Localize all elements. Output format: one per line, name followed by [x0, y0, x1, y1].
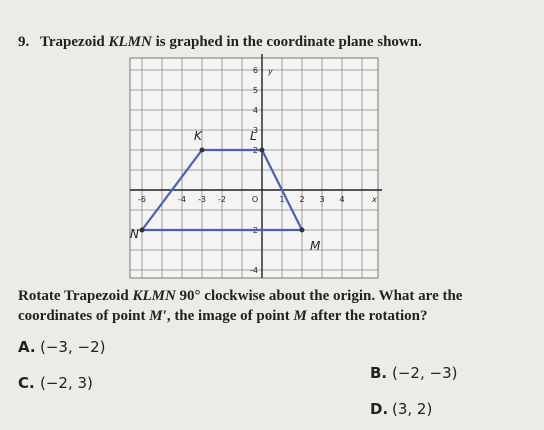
- option-answer: (−2, −3): [392, 364, 457, 382]
- text-segment: , the image of point: [167, 308, 294, 324]
- x-tick-label: -3: [198, 195, 206, 204]
- text-segment: Trapezoid: [40, 34, 108, 50]
- option-letter: C.: [18, 374, 35, 392]
- option-answer: (−3, −2): [40, 338, 105, 356]
- text-segment: KLMN: [107, 34, 153, 50]
- question-number: 9.: [18, 34, 30, 50]
- y-tick-label: -4: [250, 266, 258, 275]
- vertex-label: N: [130, 227, 139, 241]
- option-letter: D.: [370, 400, 388, 418]
- option-letter: A.: [18, 338, 36, 356]
- text-segment: coordinates of point: [18, 308, 149, 324]
- text-segment: M: [292, 308, 307, 324]
- text-segment: Rotate Trapezoid: [18, 288, 132, 304]
- y-tick-label: 5: [253, 86, 258, 95]
- vertex: [199, 147, 205, 153]
- grid-frame: [129, 57, 379, 279]
- vertex-label: M: [310, 239, 321, 253]
- x-tick-label: 1: [279, 195, 284, 204]
- text-segment: M′: [148, 308, 167, 324]
- x-tick-label: -6: [138, 195, 146, 204]
- x-tick-label: 3: [319, 195, 324, 204]
- question-text: Trapezoid KLMN is graphed in the coordin…: [40, 34, 422, 50]
- text-segment: is graphed in the coordinate plane shown…: [152, 34, 422, 50]
- y-tick-label: 4: [253, 106, 258, 115]
- origin-label: O: [252, 195, 258, 204]
- x-tick-label: 2: [299, 195, 304, 204]
- option-letter: B.: [370, 364, 387, 382]
- vertex: [299, 227, 305, 233]
- y-axis-label: y: [267, 67, 273, 76]
- y-tick-label: 6: [253, 66, 258, 75]
- text-segment: KLMN: [131, 288, 177, 304]
- option-answer: (−2, 3): [40, 374, 93, 392]
- text-segment: after the rotation?: [307, 308, 428, 324]
- prompt-line: coordinates of point M′, the image of po…: [18, 308, 428, 324]
- vertex: [259, 147, 265, 153]
- x-tick-label: -2: [218, 195, 226, 204]
- vertex-label: L: [250, 129, 257, 143]
- option-answer: (3, 2): [392, 400, 432, 418]
- text-segment: 90° clockwise about the origin. What are…: [176, 288, 463, 304]
- vertex: [139, 227, 145, 233]
- x-axis-label: x: [371, 195, 377, 204]
- x-tick-label: -4: [178, 195, 186, 204]
- prompt-line: Rotate Trapezoid KLMN 90° clockwise abou…: [18, 288, 463, 304]
- vertex-label: K: [194, 129, 203, 143]
- y-tick-label: 3: [253, 126, 258, 135]
- x-tick-label: 4: [339, 195, 344, 204]
